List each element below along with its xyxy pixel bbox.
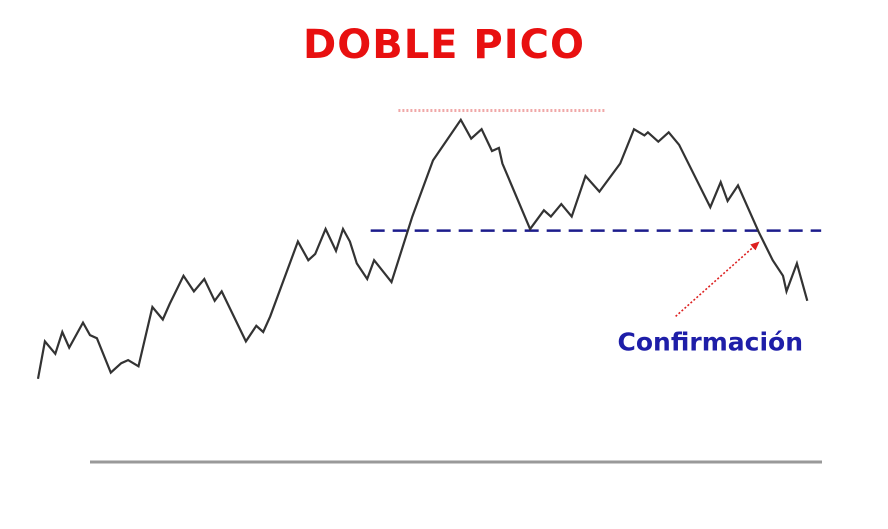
series-layer: [36, 117, 809, 379]
reference-lines: [370, 108, 822, 232]
chart-title: DOBLE PICO: [303, 22, 585, 68]
confirmation-label: Confirmación: [618, 328, 803, 357]
confirmation-arrow: [675, 241, 760, 317]
annotation-layer: Confirmación: [618, 241, 803, 357]
price-series-line: [36, 117, 809, 379]
